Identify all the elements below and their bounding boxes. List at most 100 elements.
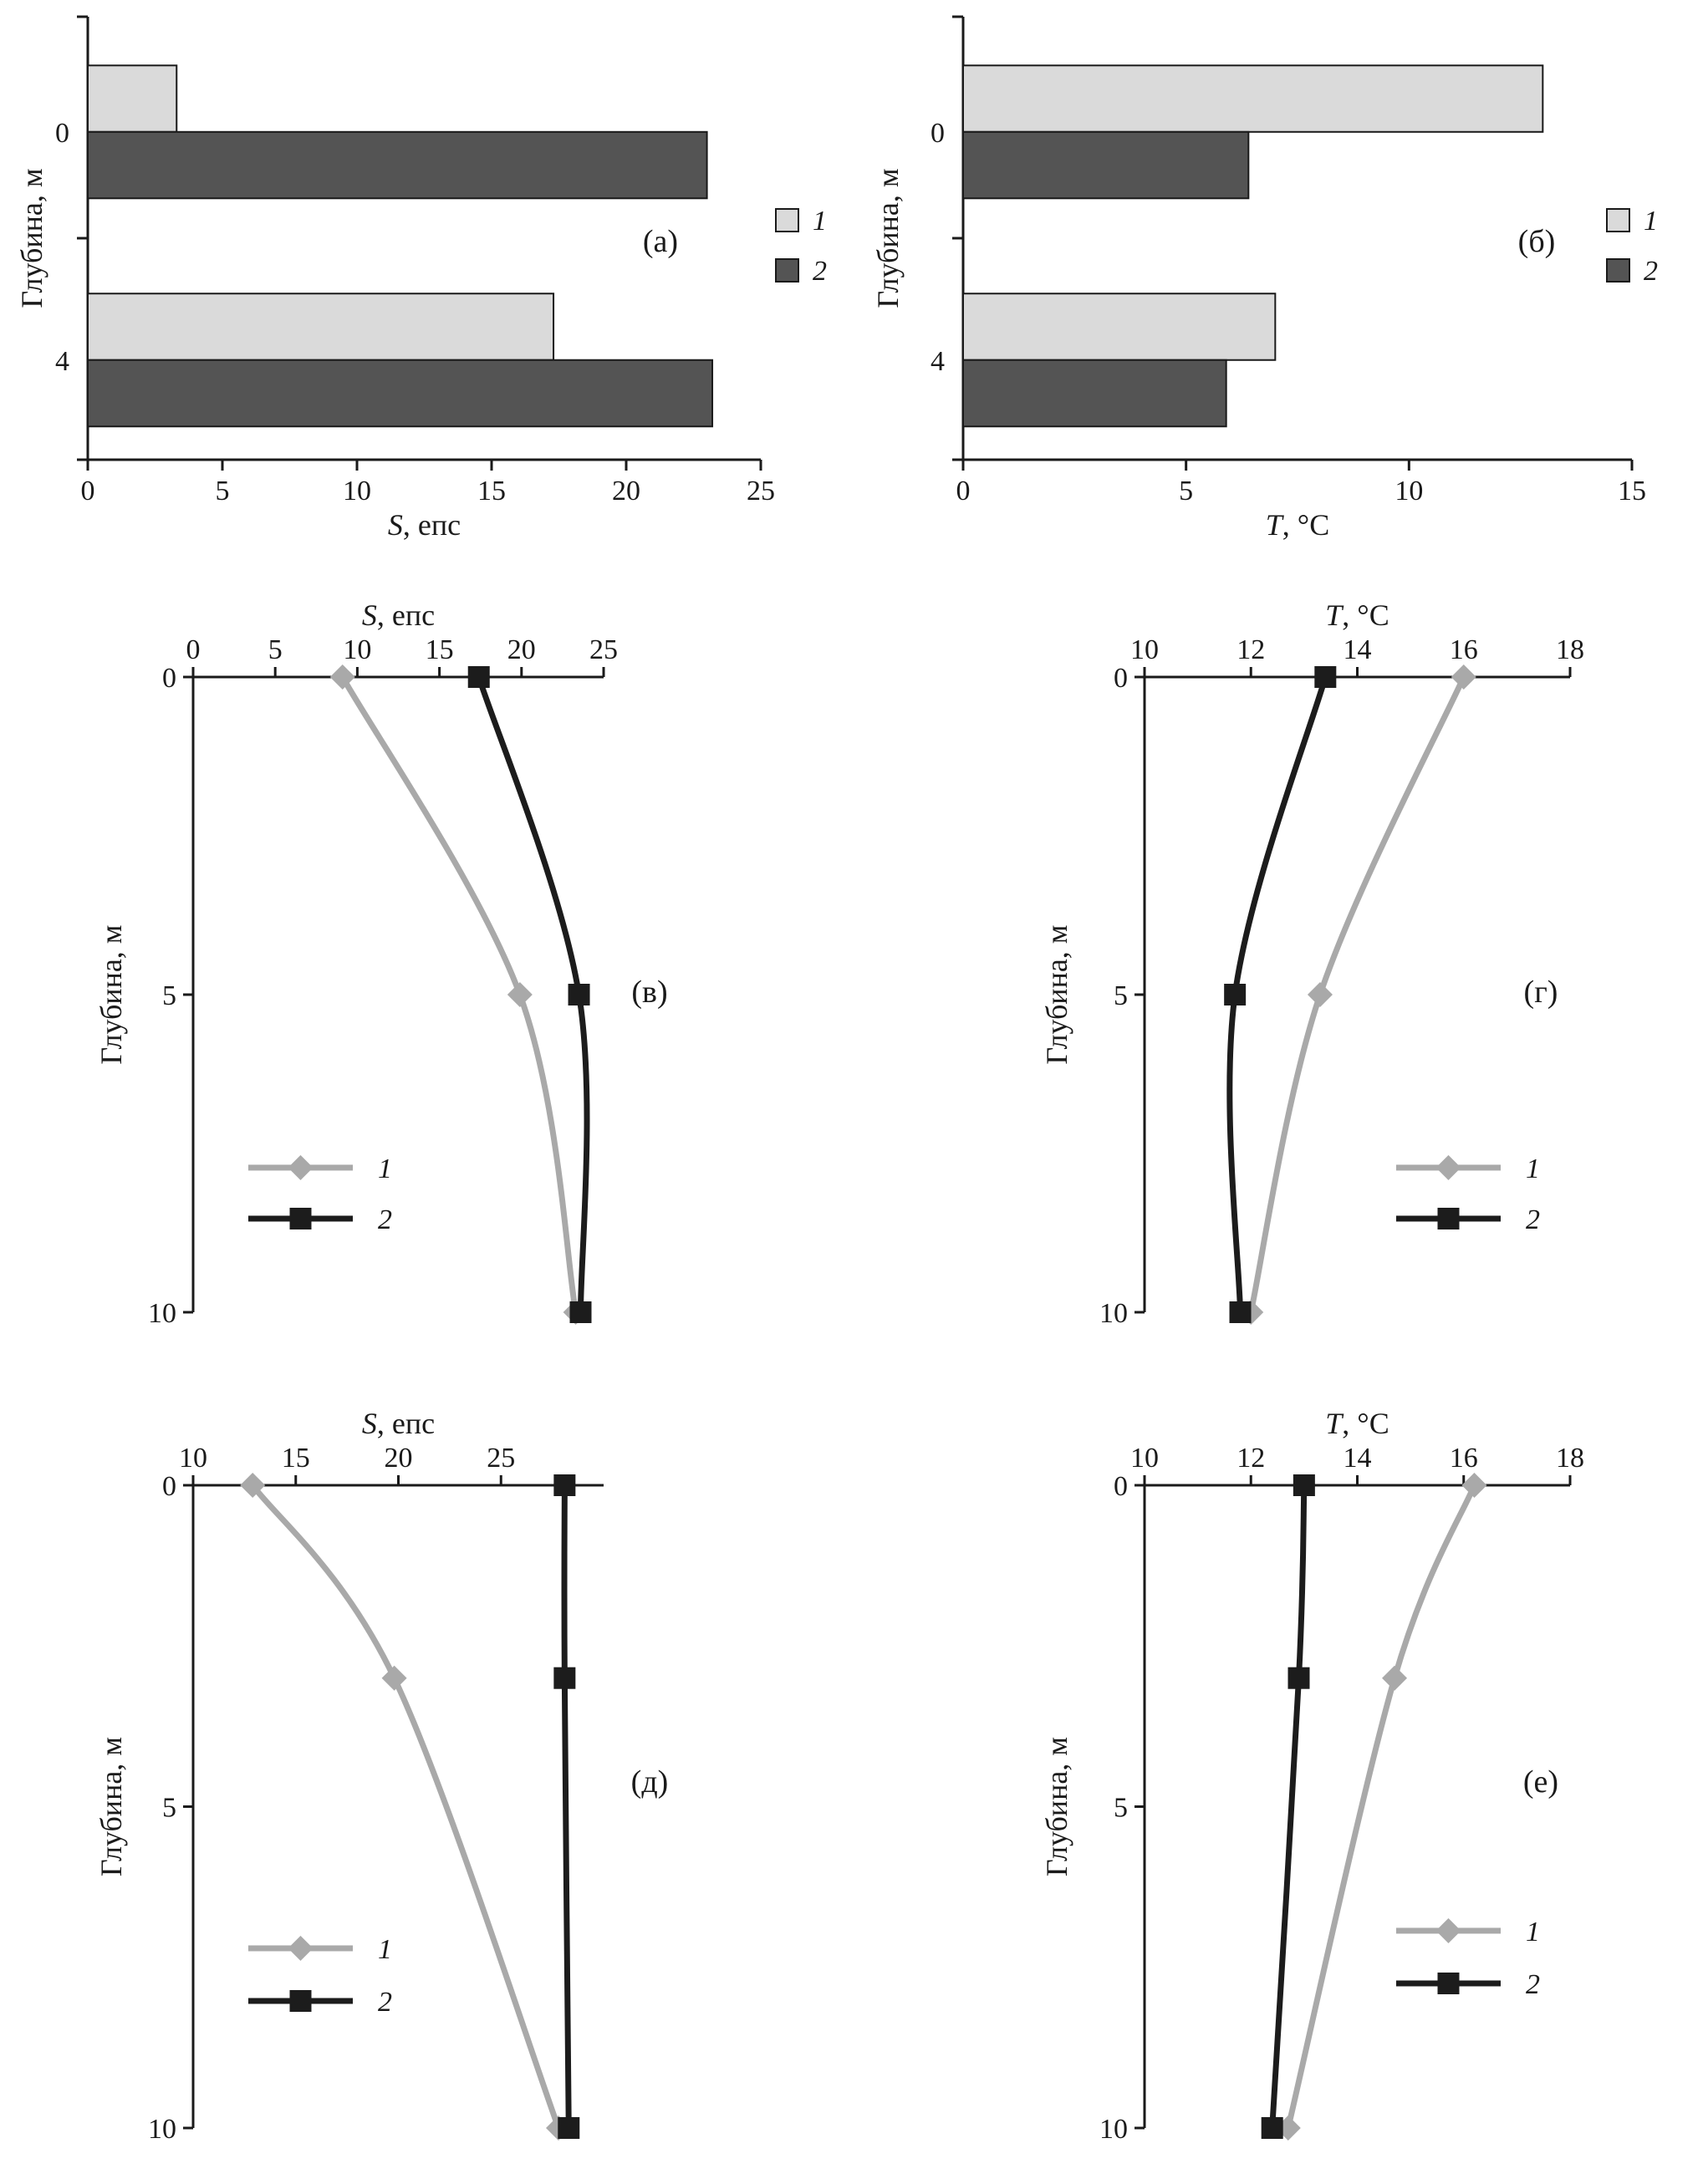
y-tick-label: 5	[1114, 980, 1128, 1011]
axis-title-part: , епс	[403, 508, 461, 542]
legend-swatch-1	[1606, 208, 1630, 232]
y-axis-title: Глубина, м	[15, 168, 48, 308]
x-axis-title: T, °C	[1266, 508, 1329, 542]
series-2-marker	[568, 984, 590, 1005]
panel-label: (а)	[643, 224, 678, 259]
legend-marker-2	[289, 1208, 312, 1229]
x-tick-label: 16	[1450, 1443, 1478, 1474]
series-2-marker	[1261, 2117, 1283, 2139]
legend-marker-2	[1437, 1208, 1460, 1229]
series-2-marker	[1314, 666, 1337, 688]
series-2-marker	[553, 1474, 576, 1496]
series-2-marker	[569, 1301, 592, 1323]
x-tick-label: 18	[1556, 634, 1584, 665]
series-2-marker	[553, 1667, 576, 1689]
panel-label: (в)	[631, 975, 667, 1010]
series-2-marker	[1287, 1667, 1310, 1689]
x-tick-label: 0	[186, 634, 201, 665]
x-tick-label: 20	[385, 1443, 413, 1474]
legend-label: 1	[378, 1153, 392, 1184]
series-1-marker	[329, 664, 355, 690]
bar-series-2	[962, 359, 1227, 428]
bar-series-2	[87, 359, 714, 428]
x-axis-title: S, епс	[388, 508, 461, 542]
legend-marker-2	[1437, 1973, 1460, 1994]
x-tick-label: 10	[343, 634, 371, 665]
x-tick-label: 20	[612, 476, 640, 507]
series-1-marker	[1307, 982, 1333, 1007]
axis-title-part: S	[362, 1407, 377, 1440]
y-category-label: 0	[931, 118, 945, 149]
legend-label: 2	[1526, 1204, 1540, 1235]
series-2-marker	[467, 666, 490, 688]
legend-marker-2	[289, 1990, 312, 2012]
x-tick-label: 15	[282, 1443, 310, 1474]
x-axis-title: S, епс	[362, 598, 435, 632]
legend-marker-1	[1435, 1918, 1461, 1943]
x-tick-label: 15	[477, 476, 506, 507]
series-2-marker	[1229, 1301, 1252, 1323]
x-tick-label: 0	[81, 476, 95, 507]
axis-title-part: , °C	[1342, 1407, 1389, 1440]
y-axis-title: Глубина, м	[1040, 924, 1073, 1064]
y-axis-title: Глубина, м	[1040, 1737, 1073, 1876]
y-tick-label: 10	[1099, 2114, 1128, 2145]
legend-label: 1	[813, 206, 827, 237]
legend-label: 2	[378, 1204, 392, 1235]
x-tick-label: 12	[1236, 634, 1265, 665]
bar-series-2	[87, 130, 708, 200]
bar-series-1	[962, 293, 1277, 361]
x-tick-label: 0	[956, 476, 971, 507]
series-2-marker	[1293, 1474, 1315, 1496]
legend-swatch-2	[1606, 258, 1630, 283]
y-tick-label: 0	[1114, 1471, 1128, 1502]
legend-label: 2	[1526, 1969, 1540, 2000]
legend-label: 1	[1526, 1153, 1540, 1184]
panel-d-line-chart: 10 15 20 25 0 5 10 S, епс Глубина, м 1 2 (д)	[94, 1407, 669, 2145]
y-category-label: 4	[931, 346, 945, 377]
series-1-marker	[1275, 2115, 1301, 2141]
x-tick-label: 18	[1556, 1443, 1584, 1474]
y-axis-title: Глубина, м	[94, 1737, 128, 1876]
panel-label: (г)	[1524, 975, 1558, 1010]
axis-title-part: , епс	[377, 1407, 435, 1440]
series-1-marker	[1461, 1473, 1487, 1498]
x-tick-label: 10	[1130, 1443, 1159, 1474]
axis-title-part: , °C	[1282, 508, 1329, 542]
x-tick-label: 12	[1236, 1443, 1265, 1474]
axis-title-part: S	[362, 598, 377, 632]
bar-series-2	[962, 130, 1250, 200]
y-tick-label: 5	[162, 1793, 176, 1824]
x-tick-label: 25	[487, 1443, 515, 1474]
axis-title-part: , °C	[1342, 598, 1389, 632]
legend-swatch-1	[775, 208, 799, 232]
axis-title-part: , епс	[377, 598, 435, 632]
y-axis-title: Глубина, м	[94, 924, 128, 1064]
x-tick-label: 15	[1618, 476, 1646, 507]
series-1-marker	[1451, 664, 1476, 690]
legend-label: 1	[1526, 1917, 1540, 1947]
series-1-marker	[240, 1473, 266, 1498]
y-tick-label: 0	[162, 1471, 176, 1502]
series-1-line	[1285, 1484, 1477, 2129]
series-1-marker	[381, 1665, 407, 1691]
x-tick-label: 20	[507, 634, 536, 665]
legend-label: 1	[378, 1934, 392, 1965]
legend-label: 2	[1644, 256, 1658, 287]
legend-label: 2	[813, 256, 827, 287]
legend-label: 1	[1644, 206, 1658, 237]
x-tick-label: 25	[747, 476, 775, 507]
x-tick-label: 5	[268, 634, 283, 665]
series-1-line	[250, 1483, 562, 2130]
y-tick-label: 10	[1099, 1298, 1128, 1329]
x-axis-title: T, °C	[1325, 1407, 1389, 1440]
panel-label: (д)	[631, 1764, 669, 1800]
bar-series-1	[87, 64, 178, 133]
panel-b-bar-chart: 0 5 10 15 0 4 T, °C Глубина, м 1 2 (б)	[871, 15, 1658, 542]
axis-title-part: T	[1266, 508, 1285, 542]
x-tick-label: 10	[343, 476, 371, 507]
